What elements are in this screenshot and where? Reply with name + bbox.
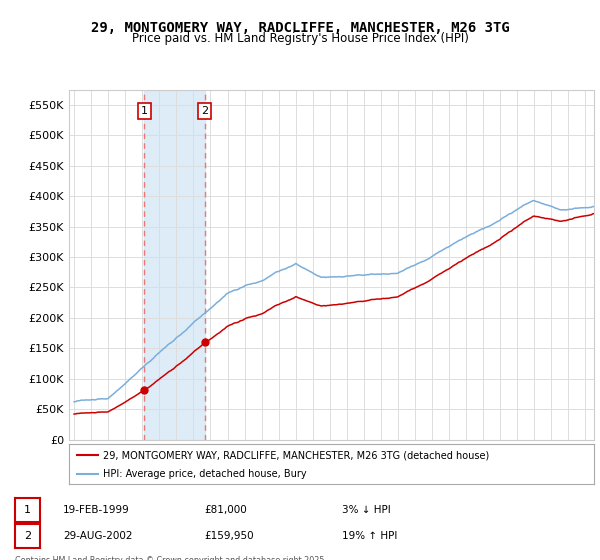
- Text: 2: 2: [24, 531, 31, 541]
- Text: 19% ↑ HPI: 19% ↑ HPI: [342, 531, 397, 541]
- Text: 1: 1: [24, 505, 31, 515]
- Text: £159,950: £159,950: [204, 531, 254, 541]
- Text: £81,000: £81,000: [204, 505, 247, 515]
- Text: 29, MONTGOMERY WAY, RADCLIFFE, MANCHESTER, M26 3TG: 29, MONTGOMERY WAY, RADCLIFFE, MANCHESTE…: [91, 21, 509, 35]
- Text: 3% ↓ HPI: 3% ↓ HPI: [342, 505, 391, 515]
- Text: 19-FEB-1999: 19-FEB-1999: [63, 505, 130, 515]
- Text: Contains HM Land Registry data © Crown copyright and database right 2025.
This d: Contains HM Land Registry data © Crown c…: [15, 556, 327, 560]
- Text: Price paid vs. HM Land Registry's House Price Index (HPI): Price paid vs. HM Land Registry's House …: [131, 32, 469, 45]
- Text: 2: 2: [201, 106, 208, 116]
- Text: 29-AUG-2002: 29-AUG-2002: [63, 531, 133, 541]
- Text: 1: 1: [141, 106, 148, 116]
- Bar: [145, 90, 205, 440]
- Text: HPI: Average price, detached house, Bury: HPI: Average price, detached house, Bury: [103, 469, 307, 479]
- Text: 29, MONTGOMERY WAY, RADCLIFFE, MANCHESTER, M26 3TG (detached house): 29, MONTGOMERY WAY, RADCLIFFE, MANCHESTE…: [103, 450, 490, 460]
